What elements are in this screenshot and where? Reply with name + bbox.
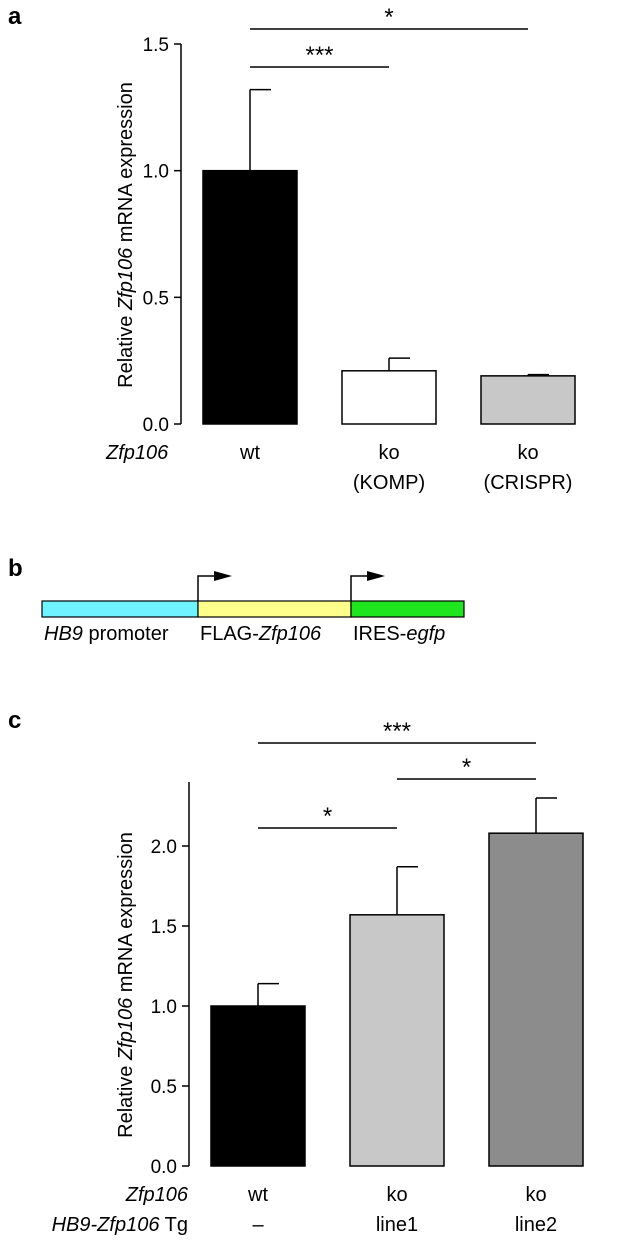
construct-segment-1 bbox=[197, 600, 352, 618]
chart-c-ytick-label-0: 0.0 bbox=[151, 1157, 177, 1178]
chart-a: Relative Zfp106 mRNA expression Zfp106 0… bbox=[105, 4, 576, 494]
construct-label-1: FLAG-Zfp106 bbox=[200, 623, 322, 645]
chart-a-ylabel: Relative Zfp106 mRNA expression bbox=[115, 82, 137, 388]
chart-c-ytick-label-4: 2.0 bbox=[151, 837, 177, 858]
chart-a-category-label-0: wt bbox=[239, 442, 260, 464]
chart-c-category-sublabel-1: line1 bbox=[376, 1214, 418, 1236]
chart-c-ytick-label-2: 1.0 bbox=[151, 997, 177, 1018]
transcription-start-arrow-0 bbox=[197, 575, 218, 601]
construct-segment-2 bbox=[350, 600, 465, 618]
panel-label-a: a bbox=[8, 3, 22, 30]
panel-label-c: c bbox=[8, 707, 21, 734]
chart-a-bar-1 bbox=[341, 370, 437, 425]
construct-diagram: HB9 promoter FLAG-Zfp106 IRES-egfp bbox=[41, 571, 465, 645]
chart-c-significance-label-2: * bbox=[462, 754, 471, 781]
chart-a-ytick-label-2: 1.0 bbox=[143, 162, 169, 183]
chart-a-category-label-1: ko bbox=[378, 442, 399, 464]
transcription-start-arrow-1 bbox=[350, 575, 371, 601]
chart-a-category-sublabel-2: (CRISPR) bbox=[484, 472, 573, 494]
chart-c-bar-1 bbox=[349, 914, 445, 1167]
chart-c-significance-label-0: * bbox=[323, 803, 332, 830]
chart-a-significance-label-0: *** bbox=[305, 42, 333, 69]
transcription-arrowhead-0 bbox=[214, 571, 232, 581]
chart-a-category-sublabel-1: (KOMP) bbox=[353, 472, 425, 494]
chart-a-bar-2 bbox=[480, 375, 576, 425]
chart-c-ytick-label-1: 0.5 bbox=[151, 1077, 177, 1098]
construct-label-2: IRES-egfp bbox=[353, 623, 445, 645]
chart-a-category-label-2: ko bbox=[517, 442, 538, 464]
chart-a-significance-label-1: * bbox=[384, 4, 393, 31]
chart-a-ytick-label-0: 0.0 bbox=[143, 415, 169, 436]
chart-c-bar-2 bbox=[488, 832, 584, 1167]
chart-c-category-sublabel-2: line2 bbox=[515, 1214, 557, 1236]
transcription-arrowhead-1 bbox=[367, 571, 385, 581]
chart-c-ytick-label-3: 1.5 bbox=[151, 917, 177, 938]
chart-c-category-sublabel-0: – bbox=[252, 1214, 264, 1236]
chart-a-row-label: Zfp106 bbox=[105, 442, 169, 464]
chart-a-ytick-label-3: 1.5 bbox=[143, 35, 169, 56]
chart-c-category-label-2: ko bbox=[525, 1184, 546, 1206]
chart-a-ytick-label-1: 0.5 bbox=[143, 288, 169, 309]
chart-c-significance-label-1: *** bbox=[383, 718, 411, 745]
chart-a-bar-0 bbox=[202, 169, 298, 425]
chart-c-category-label-0: wt bbox=[247, 1184, 268, 1206]
chart-c-row-label-1: Zfp106 bbox=[125, 1184, 189, 1206]
construct-segment-0 bbox=[41, 600, 199, 618]
chart-c-bar-0 bbox=[210, 1005, 306, 1167]
chart-c-row-label-2: HB9-Zfp106 Tg bbox=[52, 1214, 188, 1236]
panel-label-b: b bbox=[8, 555, 23, 582]
construct-label-0: HB9 promoter bbox=[44, 623, 169, 645]
chart-c-category-label-1: ko bbox=[386, 1184, 407, 1206]
chart-c-ylabel: Relative Zfp106 mRNA expression bbox=[115, 832, 137, 1138]
chart-c: Relative Zfp106 mRNA expression Zfp106 H… bbox=[52, 718, 584, 1236]
